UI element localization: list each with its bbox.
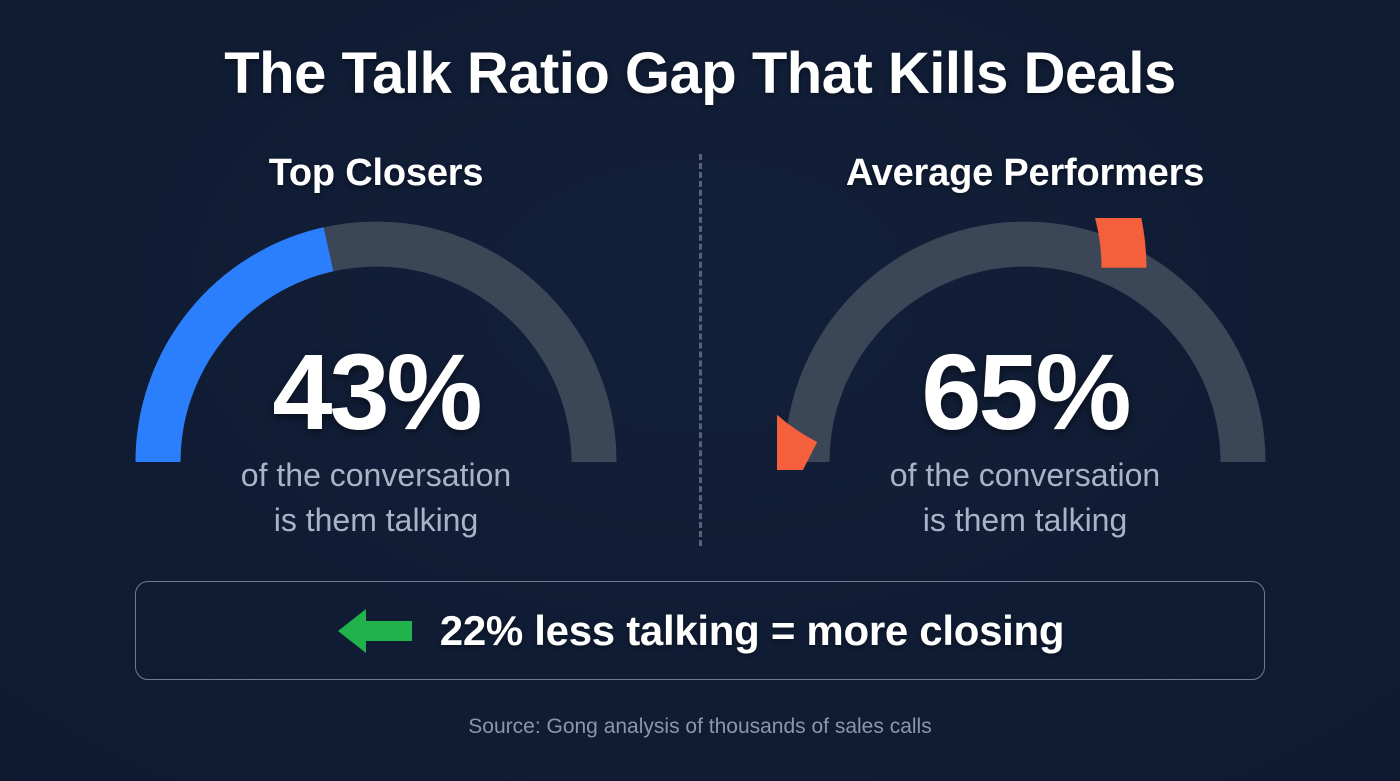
gauge-average-performers: 65%: [777, 218, 1273, 470]
gauge-track-right: [784, 221, 1266, 463]
panel-divider: [699, 154, 702, 546]
gauge-fill-left: [135, 227, 334, 463]
source-note: Source: Gong analysis of thousands of sa…: [468, 715, 932, 738]
gauge-caption-top-closers: of the conversation is them talking: [240, 457, 512, 539]
gauge-caption-average-performers: of the conversation is them talking: [889, 457, 1161, 539]
panel-heading-top-closers: Top Closers: [268, 152, 484, 194]
gauge-right-svg: [777, 218, 1266, 470]
gauge-left-svg: [135, 221, 617, 463]
page-title: The Talk Ratio Gap That Kills Deals: [224, 41, 1176, 106]
gauge-value-top-closers: 43%: [272, 331, 482, 452]
arrow-left-icon: [337, 608, 412, 653]
callout-text: 22% less talking = more closing: [439, 606, 1065, 654]
callout-box: 22% less talking = more closing: [135, 581, 1265, 680]
gauge-value-average-performers: 65%: [921, 331, 1131, 452]
gauge-top-closers: 43%: [128, 218, 624, 470]
panel-heading-average-performers: Average Performers: [845, 152, 1205, 194]
